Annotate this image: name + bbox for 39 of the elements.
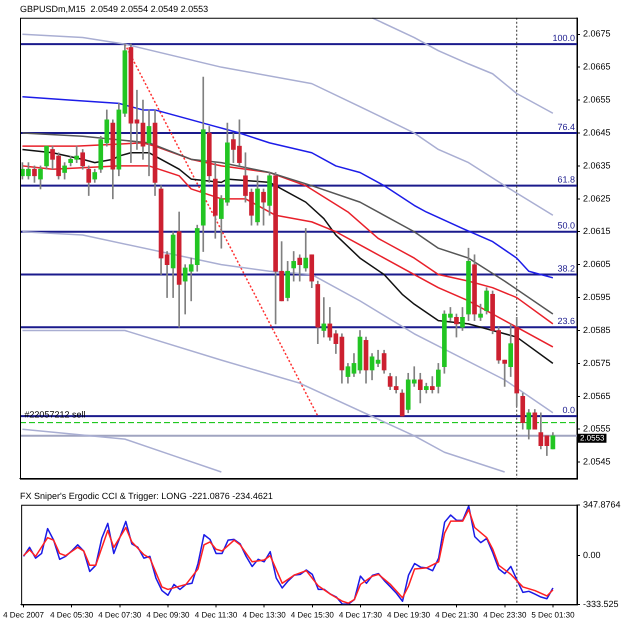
ref-line-label: 2.0553 <box>580 434 606 443</box>
x-tick-label: 4 Dec 13:30 <box>242 610 286 620</box>
y-tick-label: 0.00 <box>583 550 601 560</box>
x-tick-label: 4 Dec 15:30 <box>290 610 334 620</box>
annotation: 76.4 <box>557 122 575 132</box>
y-tick-label: 2.0635 <box>583 160 611 170</box>
y-tick-label: 2.0585 <box>583 324 611 335</box>
y-tick-label: 2.0595 <box>583 292 611 302</box>
y-tick-label: 2.0575 <box>583 358 611 368</box>
y-tick-label: 2.0555 <box>583 424 611 434</box>
x-tick-label: 4 Dec 07:30 <box>98 610 142 620</box>
y-tick-label: 2.0675 <box>583 28 611 39</box>
annotation: 38.2 <box>557 264 575 274</box>
y-tick-label: 2.0615 <box>583 226 611 236</box>
y-tick-label: 2.0655 <box>583 94 611 105</box>
x-tick-label: 4 Dec 2007 <box>3 610 45 620</box>
y-tick-label: -333.525 <box>583 598 619 609</box>
chart-title: GBPUSDm,M15 2.0549 2.0554 2.0549 2.0553 <box>20 4 208 14</box>
chart-title: FX Sniper's Ergodic CCI & Trigger: LONG -221.0876 -234.4621 <box>20 490 273 501</box>
y-tick-label: 2.0605 <box>583 259 611 270</box>
x-tick-label: 4 Dec 23:30 <box>483 610 527 620</box>
y-tick-label: 2.0645 <box>583 127 611 138</box>
x-tick-label: 4 Dec 09:30 <box>146 610 190 620</box>
annotation: 100.0 <box>552 33 575 44</box>
annotation: 23.6 <box>557 316 575 326</box>
annotation: 50.0 <box>557 220 575 231</box>
x-tick-label: 4 Dec 05:30 <box>50 610 94 620</box>
y-tick-label: 2.0565 <box>583 390 611 401</box>
y-tick-label: 347.8764 <box>583 499 621 510</box>
x-tick-label: 4 Dec 19:30 <box>386 610 431 620</box>
annotation: 61.8 <box>557 174 575 185</box>
y-tick-label: 2.0625 <box>583 193 611 204</box>
y-tick-label: 2.0545 <box>583 456 611 467</box>
x-tick-label: 5 Dec 01:30 <box>531 610 576 620</box>
annotation: 0.0 <box>562 405 575 416</box>
x-tick-label: 4 Dec 21:30 <box>435 610 479 620</box>
y-tick-label: 2.0665 <box>583 62 611 72</box>
x-tick-label: 4 Dec 17:30 <box>338 610 383 620</box>
x-tick-label: 4 Dec 11:30 <box>194 610 238 620</box>
